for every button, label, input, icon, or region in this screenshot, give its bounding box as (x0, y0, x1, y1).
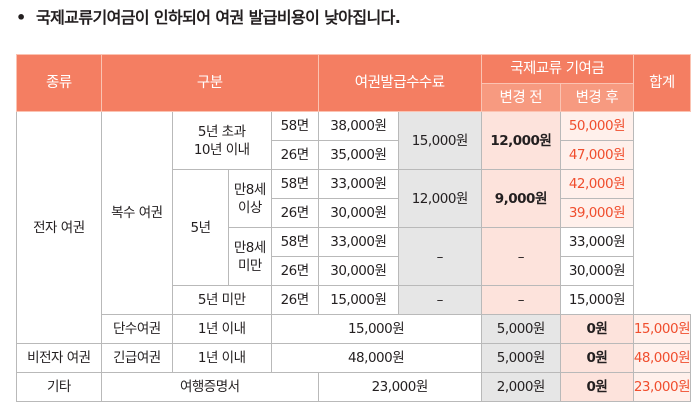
sub-multi: 복수 여권 (100, 111, 173, 315)
total-cell: 15,000원 (632, 314, 691, 344)
contribution-before-cell: 5,000원 (480, 343, 562, 373)
contribution-after-cell: 0원 (560, 343, 634, 373)
fee-cell: 35,000원 (317, 140, 399, 170)
total-cell: 48,000원 (632, 343, 691, 373)
contribution-before-cell: 2,000원 (480, 372, 562, 402)
pages-cell: 26면 (270, 256, 319, 286)
type-non-electronic: 비전자 여권 (16, 343, 102, 373)
contribution-after-cell: 0원 (560, 314, 634, 344)
pages-cell: 26면 (270, 140, 319, 170)
fee-cell: 48,000원 (270, 343, 482, 373)
total-cell: 30,000원 (560, 256, 634, 286)
fee-cell: 30,000원 (317, 198, 399, 228)
sub-emergency: 긴급여권 (100, 343, 173, 373)
fee-cell: 23,000원 (317, 372, 482, 402)
period-5years: 5년 (171, 169, 230, 286)
contribution-after-cell: 9,000원 (480, 169, 562, 228)
contribution-before-cell: 5,000원 (480, 314, 562, 344)
fee-cell: 33,000원 (317, 227, 399, 257)
period-under5: 5년 미만 (171, 285, 272, 315)
contribution-after-cell: – (480, 285, 562, 315)
fee-cell: 30,000원 (317, 256, 399, 286)
total-cell: 42,000원 (560, 169, 634, 199)
period-within1: 1년 이내 (171, 314, 272, 344)
pages-cell: 26면 (270, 198, 319, 228)
total-cell: 47,000원 (560, 140, 634, 170)
type-electronic: 전자 여권 (16, 111, 102, 344)
header-issue-fee: 여권발급수수료 (317, 54, 482, 112)
header-category: 구분 (100, 54, 319, 112)
pages-cell: 58면 (270, 111, 319, 141)
contribution-before-cell: 15,000원 (397, 111, 482, 170)
age-8-over: 만8세 이상 (228, 169, 272, 228)
pages-cell: 58면 (270, 227, 319, 257)
passport-fee-table: 종류 구분 여권발급수수료 국제교류 기여금 합계 변경 전 변경 후 전자 여… (16, 54, 691, 402)
contribution-before-cell: – (397, 227, 482, 286)
fee-cell: 33,000원 (317, 169, 399, 199)
page-title: • 국제교류기여금이 인하되어 여권 발급비용이 낮아집니다. (16, 6, 401, 30)
period-over5: 5년 초과 10년 이내 (171, 111, 272, 170)
title-text: 국제교류기여금이 인하되어 여권 발급비용이 낮아집니다. (36, 8, 401, 27)
contribution-after-cell: – (480, 227, 562, 286)
contribution-after-cell: 12,000원 (480, 111, 562, 170)
sub-single: 단수여권 (100, 314, 173, 344)
contribution-before-cell: 12,000원 (397, 169, 482, 228)
pages-cell: 26면 (270, 285, 319, 315)
contribution-before-cell: – (397, 285, 482, 315)
total-cell: 33,000원 (560, 227, 634, 257)
fee-cell: 15,000원 (317, 285, 399, 315)
period-within1: 1년 이내 (171, 343, 272, 373)
header-type: 종류 (16, 54, 102, 112)
total-cell: 39,000원 (560, 198, 634, 228)
total-cell: 23,000원 (632, 372, 691, 402)
age-8-under: 만8세 미만 (228, 227, 272, 286)
total-cell: 15,000원 (560, 285, 634, 315)
contribution-after-cell: 0원 (560, 372, 634, 402)
total-cell: 50,000원 (560, 111, 634, 141)
pages-cell: 58면 (270, 169, 319, 199)
fee-cell: 15,000원 (270, 314, 482, 344)
header-before: 변경 전 (480, 83, 562, 112)
header-total: 합계 (632, 54, 691, 112)
header-after: 변경 후 (560, 83, 634, 112)
type-other: 기타 (16, 372, 102, 402)
header-contribution: 국제교류 기여금 (480, 54, 634, 84)
sub-travel-cert: 여행증명서 (100, 372, 319, 402)
bullet: • (16, 8, 26, 27)
fee-cell: 38,000원 (317, 111, 399, 141)
